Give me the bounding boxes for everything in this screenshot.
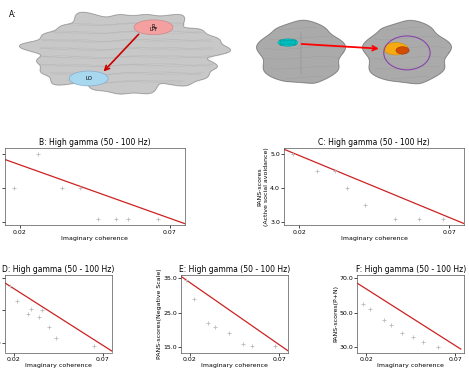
Point [332,168,339,174]
Point [420,339,427,345]
Point [249,343,256,349]
Point [90,343,98,349]
Circle shape [69,71,108,86]
Point [439,216,447,222]
X-axis label: Imaginary coherence: Imaginary coherence [378,363,444,368]
Polygon shape [20,12,230,94]
Point [34,152,41,157]
Point [45,324,53,330]
Point [24,310,31,316]
Title: C: High gamma (50 - 100 Hz): C: High gamma (50 - 100 Hz) [318,138,430,147]
Point [272,343,279,349]
Polygon shape [363,21,451,84]
Bar [280,40,295,45]
Point [398,330,406,336]
Point [380,316,388,322]
Point [190,296,197,302]
Point [76,185,83,191]
Point [416,216,423,222]
Point [38,308,46,314]
Point [434,344,441,350]
Circle shape [134,20,173,35]
Point [226,330,233,336]
Point [124,216,132,222]
Point [28,306,35,312]
Point [362,202,369,208]
Point [94,216,102,222]
Point [240,341,247,347]
Point [343,185,351,191]
Point [289,152,297,157]
Point [182,277,190,283]
Point [211,324,219,330]
Title: F: High gamma (50 - 100 Hz): F: High gamma (50 - 100 Hz) [356,265,466,274]
Y-axis label: PANS-scores
(Active social avoidance): PANS-scores (Active social avoidance) [258,147,269,226]
Point [6,283,14,289]
Polygon shape [257,20,345,83]
Point [112,216,120,222]
Ellipse shape [384,43,408,55]
Title: E: High gamma (50 - 100 Hz): E: High gamma (50 - 100 Hz) [179,265,290,274]
Point [10,185,17,191]
X-axis label: Imaginary coherence: Imaginary coherence [61,236,128,241]
Ellipse shape [396,47,409,54]
Y-axis label: PANS-scores(P+N): PANS-scores(P+N) [333,285,338,342]
Y-axis label: PANS-scores(Negative Scale): PANS-scores(Negative Scale) [157,268,162,359]
Point [392,216,399,222]
Point [366,306,374,312]
Point [204,320,212,326]
Title: D: High gamma (50 - 100 Hz): D: High gamma (50 - 100 Hz) [2,265,114,274]
X-axis label: Imaginary coherence: Imaginary coherence [25,363,91,368]
Text: A:: A: [9,10,17,19]
X-axis label: Imaginary coherence: Imaginary coherence [341,236,408,241]
Point [53,335,60,341]
Circle shape [278,39,298,46]
Text: R.: R. [151,24,156,28]
Text: LO: LO [85,76,92,81]
Point [409,334,416,340]
Text: LPF: LPF [149,27,158,32]
Point [58,185,66,191]
Title: B: High gamma (50 - 100 Hz): B: High gamma (50 - 100 Hz) [39,138,151,147]
X-axis label: Imaginary coherence: Imaginary coherence [201,363,268,368]
Point [313,168,321,174]
Point [35,314,42,320]
Point [359,301,366,307]
Point [154,216,162,222]
Point [14,298,21,304]
Point [387,322,395,328]
Text: IC: IC [353,64,360,70]
